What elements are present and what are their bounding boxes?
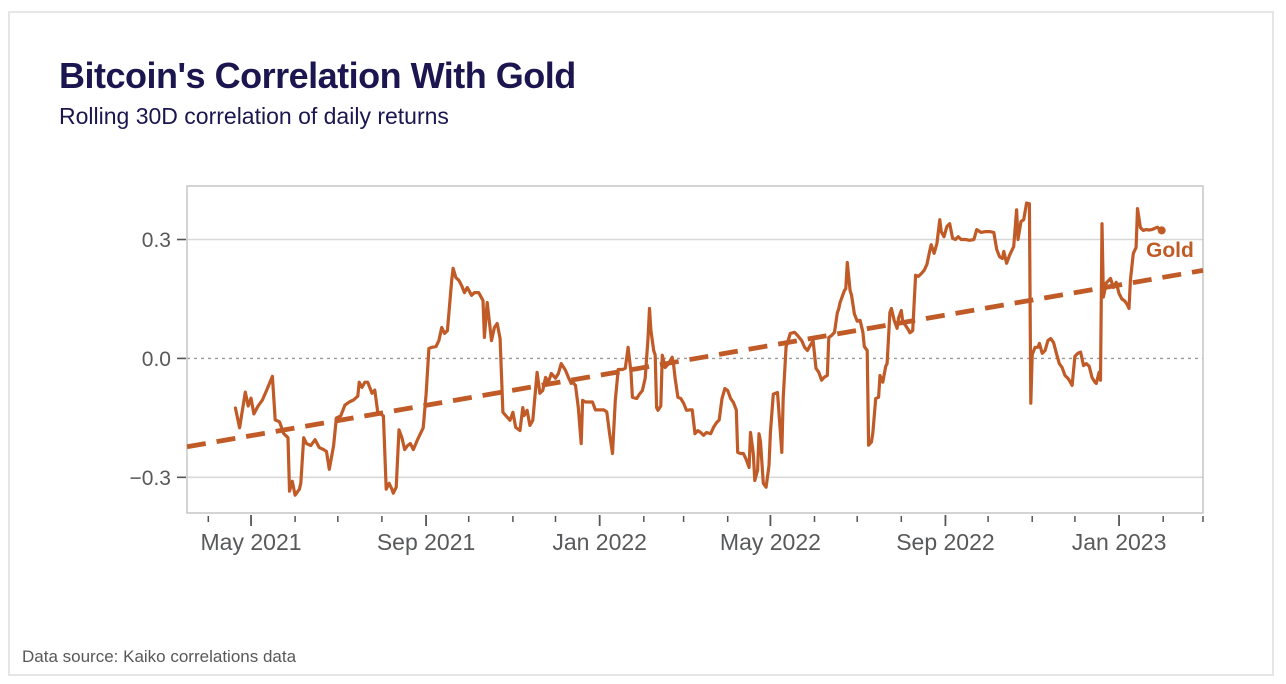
trend-line bbox=[186, 268, 1204, 450]
plot-border bbox=[186, 185, 1204, 514]
x-axis: May 2021 Sep 2021 Jan 2022 May 2022 Sep 2022… bbox=[201, 515, 1204, 555]
y-gridlines bbox=[187, 238, 1203, 479]
x-tick-label: Jan 2023 bbox=[1072, 529, 1167, 555]
x-tick-label: Sep 2022 bbox=[896, 529, 994, 555]
x-tick-label: May 2021 bbox=[201, 529, 302, 555]
x-tick-label: Sep 2021 bbox=[377, 529, 475, 555]
y-tick-label: 0.0 bbox=[142, 348, 171, 371]
x-tick-label: Jan 2022 bbox=[552, 529, 647, 555]
page-title: Bitcoin's Correlation With Gold bbox=[59, 55, 576, 96]
series-label: Gold bbox=[1146, 239, 1194, 262]
series-end-marker bbox=[1157, 226, 1166, 235]
y-tick-label: 0.3 bbox=[142, 229, 171, 252]
y-axis: 0.3 0.0 −0.3 bbox=[130, 229, 186, 490]
page-subtitle: Rolling 30D correlation of daily returns bbox=[59, 103, 449, 129]
chart-card bbox=[8, 11, 1274, 676]
series-line bbox=[233, 201, 1164, 497]
y-tick-label: −0.3 bbox=[130, 467, 171, 490]
data-source-note: Data source: Kaiko correlations data bbox=[22, 647, 297, 666]
x-tick-label: May 2022 bbox=[720, 529, 821, 555]
